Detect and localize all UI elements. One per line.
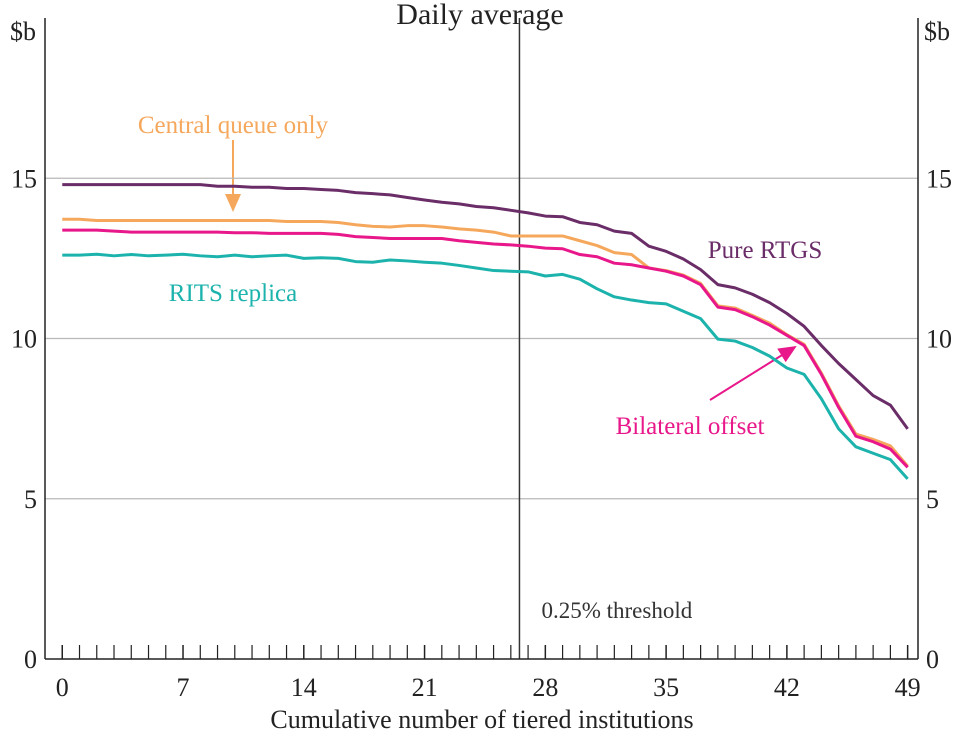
y-tick-label: 15 bbox=[11, 164, 37, 193]
annotation-arrow bbox=[709, 345, 797, 401]
y-axis-label: $b bbox=[10, 17, 36, 46]
y-tick-label: 10 bbox=[11, 325, 37, 354]
y2-tick-label: 15 bbox=[926, 164, 952, 193]
y-tick-label: 0 bbox=[24, 645, 37, 674]
y2-axis-label: $b bbox=[924, 17, 950, 46]
chart-title: Daily average bbox=[396, 0, 563, 31]
y2-tick-label: 0 bbox=[926, 645, 939, 674]
series-line bbox=[62, 217, 909, 468]
threshold-label: 0.25% threshold bbox=[541, 598, 692, 623]
series-label: Pure RTGS bbox=[708, 237, 822, 264]
y2-tick-label: 5 bbox=[926, 485, 939, 514]
y2-tick-label: 10 bbox=[926, 325, 952, 354]
x-tick-label: 21 bbox=[412, 673, 438, 702]
x-tick-label: 7 bbox=[177, 673, 190, 702]
x-tick-label: 14 bbox=[291, 673, 317, 702]
x-tick-label: 0 bbox=[56, 673, 69, 702]
series-label: Central queue only bbox=[138, 112, 329, 139]
x-tick-label: 49 bbox=[895, 673, 921, 702]
series-line bbox=[62, 228, 909, 469]
y-tick-label: 5 bbox=[24, 485, 37, 514]
x-axis-label: Cumulative number of tiered institutions bbox=[270, 705, 693, 733]
x-tick-label: 35 bbox=[653, 673, 679, 702]
series-line bbox=[62, 183, 909, 430]
x-tick-label: 28 bbox=[532, 673, 558, 702]
series-label: RITS replica bbox=[169, 280, 297, 307]
series-line bbox=[62, 252, 909, 480]
x-tick-label: 42 bbox=[774, 673, 800, 702]
series-label: Bilateral offset bbox=[616, 413, 765, 440]
